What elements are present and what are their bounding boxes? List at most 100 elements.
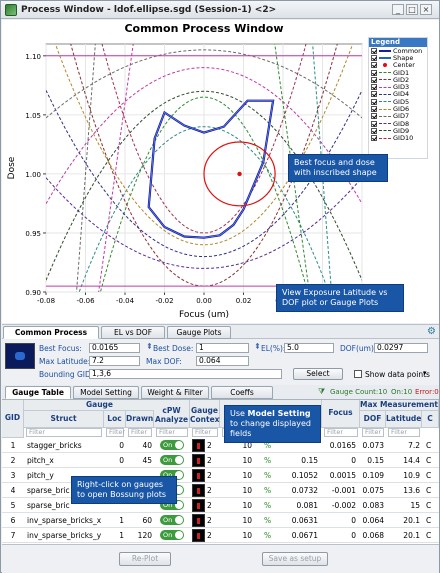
legend-item-center[interactable]: Center (369, 61, 427, 69)
filter-struct[interactable]: Filter (26, 428, 102, 437)
pin-icon[interactable]: ⇞ (146, 342, 153, 351)
tab-common-process-window[interactable]: Common Process Window (3, 326, 99, 348)
legend-checkbox[interactable] (371, 113, 377, 120)
col-dof[interactable]: DOF (360, 411, 386, 428)
tab-el-vs-dof[interactable]: EL vs DOF (101, 326, 165, 339)
cpw-analyze-toggle[interactable]: On (160, 515, 184, 525)
tab-gauge-table[interactable]: Gauge Table (5, 386, 71, 399)
best-dose-field[interactable]: 1 (196, 343, 249, 353)
cpw-analyze-toggle[interactable]: On (160, 440, 184, 450)
x-tick-label: -0.04 (116, 297, 135, 305)
filter-drawn[interactable]: Filter (128, 428, 152, 437)
legend-item-gid10[interactable]: GID10 (369, 134, 427, 143)
legend-checkbox[interactable] (371, 98, 377, 105)
show-data-points-checkbox[interactable] (354, 370, 362, 378)
legend-swatch (379, 123, 391, 125)
table-row[interactable]: 1 stagger_bricks 0 40 2 10% 0.0165 0.073 7.2 C On (2, 438, 439, 453)
filter-dof[interactable]: Filter (362, 428, 384, 437)
el-field[interactable]: 5.0 (284, 343, 334, 353)
col-gauge-context[interactable]: Gauge Context (190, 400, 223, 428)
legend-label: GID10 (393, 134, 414, 143)
cell-w: 10 (242, 501, 252, 510)
cpw-analyze-toggle[interactable]: On (160, 500, 184, 510)
cell-struct: inv_sparse_bricks_x (27, 516, 102, 525)
legend-item-gid7[interactable]: GID7 (369, 112, 427, 120)
tab-model-setting[interactable]: Model Setting (73, 386, 139, 399)
col-latitude[interactable]: Latitude (386, 411, 422, 428)
cpw-analyze-toggle[interactable]: On (160, 470, 184, 480)
cell-lat: 15 (410, 501, 420, 510)
funnel-icon[interactable]: ⧩ (318, 387, 326, 396)
select-button[interactable]: Select (293, 368, 343, 380)
filter-context[interactable]: Filter (192, 428, 218, 437)
legend-checkbox[interactable] (371, 62, 377, 69)
gauge-context-thumbnail-icon[interactable] (192, 529, 205, 542)
dropdown-arrow-icon[interactable]: ▾ (423, 369, 427, 377)
gauge-context-thumbnail-icon[interactable] (192, 514, 205, 527)
replot-button[interactable]: Re-Plot (119, 552, 171, 566)
settings-gear-icon[interactable]: ⚙ (427, 326, 436, 337)
legend-checkbox[interactable] (371, 47, 377, 54)
col-gid[interactable]: GID (2, 400, 24, 438)
gauge-context-thumbnail-icon[interactable] (192, 499, 205, 512)
tab-coeffs[interactable]: Coeffs (211, 386, 273, 399)
legend-checkbox[interactable] (371, 84, 377, 91)
legend-item-gid9[interactable]: GID9 (369, 127, 427, 135)
col-c[interactable]: C (422, 411, 439, 428)
col-focus[interactable]: Focus (322, 400, 360, 428)
legend-item-gid8[interactable]: GID8 (369, 120, 427, 128)
cpw-analyze-toggle[interactable]: On (160, 455, 184, 465)
gauge-context-thumbnail-icon[interactable] (192, 484, 205, 497)
table-row[interactable]: 7 inv_sparse_bricks_y 1 120 2 10% 0.0671 0 0.068… (2, 528, 439, 543)
legend-item-gid5[interactable]: GID5 (369, 98, 427, 106)
title-bar: Process Window - ldof.ellipse.sgd (Sessi… (1, 1, 439, 19)
gauge-context-thumbnail-icon[interactable] (192, 454, 205, 467)
gauge-context-thumbnail-icon[interactable] (192, 469, 205, 482)
legend-checkbox[interactable] (371, 91, 377, 98)
bounding-gids-field[interactable]: 1,3,6 (89, 369, 282, 379)
legend-checkbox[interactable] (371, 106, 377, 113)
filter-latitude[interactable]: Filter (388, 428, 420, 437)
legend-checkbox[interactable] (371, 76, 377, 83)
legend-item-gid6[interactable]: GID6 (369, 105, 427, 113)
close-button[interactable]: × (420, 4, 432, 15)
legend: Legend Common Shape Center GID1 GID2 GID3 GID4… (368, 37, 428, 159)
tab-weight-filter[interactable]: Weight & Filter (141, 386, 209, 399)
cell-lat: 7.2 (408, 441, 420, 450)
filter-loc[interactable]: Filter (106, 428, 125, 437)
table-row[interactable]: 5 sparse_bric 2 10% 0.081 -0.002 0.083 15 C On (2, 498, 439, 513)
col-loc[interactable]: Loc (104, 411, 126, 428)
legend-checkbox[interactable] (371, 120, 377, 127)
legend-checkbox[interactable] (371, 135, 377, 142)
maximize-button[interactable]: □ (406, 4, 418, 15)
legend-item-shape[interactable]: Shape (369, 54, 427, 62)
minimize-button[interactable]: _ (392, 4, 404, 15)
legend-checkbox[interactable] (371, 127, 377, 134)
max-dof-field[interactable]: 0.064 (196, 356, 249, 366)
table-row[interactable]: 2 pitch_x 0 45 2 10% 0.15 0 0.15 14.4 C On (2, 453, 439, 468)
col-drawn[interactable]: Drawn (126, 411, 154, 428)
legend-item-gid4[interactable]: GID4 (369, 90, 427, 98)
legend-item-gid1[interactable]: GID1 (369, 69, 427, 77)
table-row[interactable]: 6 inv_sparse_bricks_x 1 60 2 10% 0.0631 0 0.064 2… (2, 513, 439, 528)
col-cpw-analyze[interactable]: cPW Analyze (154, 400, 190, 428)
legend-checkbox[interactable] (371, 69, 377, 76)
best-focus-field[interactable]: 0.0165 (89, 343, 140, 353)
legend-item-gid3[interactable]: GID3 (369, 83, 427, 91)
table-row[interactable]: 3 pitch_y 2 10% 0.1052 0.0015 0.109 10.9 C On (2, 468, 439, 483)
tab-gauge-plots[interactable]: Gauge Plots (167, 326, 231, 339)
gauge-context-thumbnail-icon[interactable] (192, 439, 205, 452)
filter-focus[interactable]: Filter (324, 428, 358, 437)
legend-checkbox[interactable] (371, 54, 377, 61)
filter-cpw[interactable]: Filter (156, 428, 188, 437)
cpw-analyze-toggle[interactable]: On (160, 530, 184, 540)
pin-icon[interactable]: ⇞ (254, 342, 261, 351)
max-latitude-field[interactable]: 7.2 (89, 356, 140, 366)
cell-dof: 0.109 (362, 471, 384, 480)
legend-item-gid2[interactable]: GID2 (369, 76, 427, 84)
save-as-setup-button[interactable]: Save as setup (262, 552, 328, 566)
dof-field[interactable]: 0.0297 (374, 343, 428, 353)
col-struct[interactable]: Struct (24, 411, 104, 428)
legend-item-common[interactable]: Common (369, 47, 427, 55)
